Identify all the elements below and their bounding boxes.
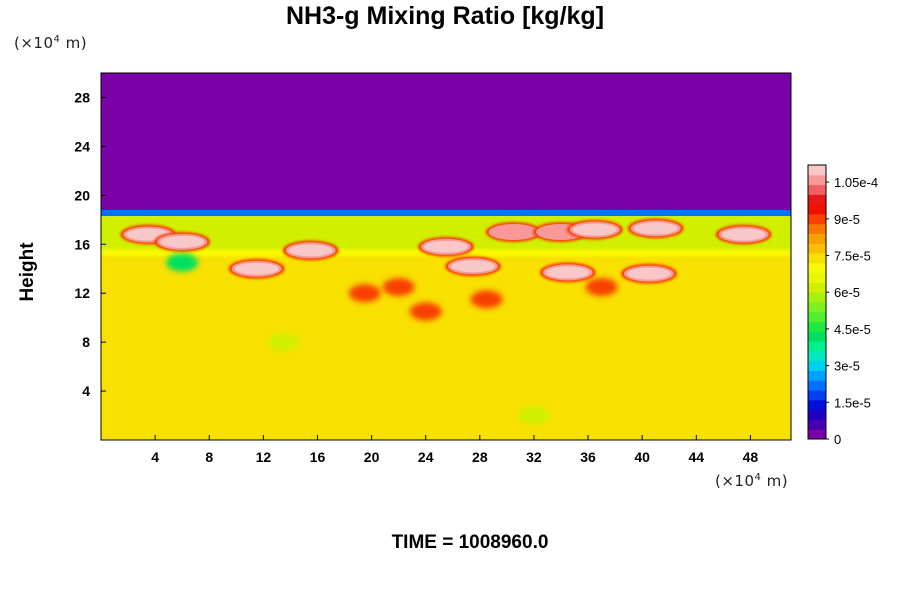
colorbar-segment [808, 243, 826, 254]
colorbar-segment [808, 390, 826, 401]
colorbar-segment [808, 253, 826, 264]
y-tick-label: 16 [74, 236, 90, 252]
colorbar-tick-label: 9e-5 [834, 212, 860, 227]
colorbar-segment [808, 370, 826, 381]
x-tick-label: 24 [418, 449, 434, 465]
y-tick-label: 24 [74, 138, 90, 154]
x-tick-label: 48 [743, 449, 759, 465]
field-feature [572, 223, 617, 236]
colorbar-segment [808, 311, 826, 323]
field-feature [491, 226, 536, 239]
x-tick-label: 16 [310, 449, 326, 465]
colorbar-segment [808, 194, 826, 205]
colorbar-segment [808, 399, 826, 411]
colorbar-segment [808, 341, 826, 352]
colorbar-tick-label: 3e-5 [834, 359, 860, 374]
colorbar-segment [808, 233, 826, 244]
colorbar-segment [808, 204, 826, 215]
field-feature [267, 333, 300, 352]
colorbar-tick-label: 6e-5 [834, 285, 860, 300]
x-tick-label: 12 [256, 449, 272, 465]
plot-frame [100, 72, 792, 441]
x-tick-label: 36 [580, 449, 596, 465]
x-unit-exponent: 4 [754, 472, 762, 483]
x-tick-label: 20 [364, 449, 380, 465]
colorbar-segment [808, 380, 826, 391]
y-unit-exponent: 4 [53, 34, 61, 45]
field-feature [288, 244, 333, 257]
field-feature [470, 290, 503, 309]
field-feature [626, 267, 671, 280]
colorbar-tick-label: 4.5e-5 [834, 322, 871, 337]
x-tick-label: 4 [151, 449, 159, 465]
field-feature [160, 235, 205, 248]
colorbar: 0 1.5e-5 3e-5 4.5e-5 6e-5 7.5e-5 9e-5 1.05e-4 [807, 164, 878, 447]
y-axis-unit: (×104 m) [14, 34, 87, 52]
field-feature [166, 253, 199, 272]
colorbar-frame [807, 164, 827, 440]
field-feature [517, 406, 550, 425]
colorbar-tick-label: 7.5e-5 [834, 249, 871, 264]
colorbar-segment [808, 331, 826, 342]
colorbar-segment [808, 302, 826, 313]
field-feature [451, 260, 496, 273]
field-feature [585, 278, 618, 297]
field-feature [721, 228, 766, 241]
x-axis-ticks: 4 8 12 16 20 24 28 32 36 40 44 48 [151, 435, 758, 465]
x-axis-unit: (×104 m) [715, 472, 788, 490]
x-unit-suffix: m) [761, 472, 789, 490]
field-feature [545, 266, 590, 279]
colorbar-segment [808, 429, 826, 440]
colorbar-segment [808, 272, 826, 283]
colorbar-segment [808, 223, 826, 234]
field-region-dark-blue-band [101, 210, 791, 217]
field-feature [633, 222, 678, 235]
heatmap-field [101, 73, 791, 440]
y-unit-suffix: m) [60, 34, 88, 52]
colorbar-segment [808, 213, 826, 225]
colorbar-segment [808, 165, 826, 176]
x-tick-label: 32 [526, 449, 542, 465]
colorbar-tick-label: 1.05e-4 [834, 175, 878, 190]
colorbar-segment [808, 409, 826, 420]
y-tick-label: 12 [74, 285, 90, 301]
colorbar-segment [808, 292, 826, 303]
colorbar-segment [808, 350, 826, 362]
field-region-stratosphere [101, 73, 791, 211]
x-unit-prefix: (×10 [715, 472, 755, 490]
colorbar-segment [808, 174, 826, 186]
field-feature [409, 302, 442, 321]
colorbar-tick-label: 0 [834, 432, 841, 447]
y-tick-label: 28 [74, 89, 90, 105]
y-unit-prefix: (×10 [14, 34, 54, 52]
colorbar-segment [808, 321, 826, 332]
y-tick-label: 4 [82, 383, 90, 399]
colorbar-tick-label: 1.5e-5 [834, 395, 871, 410]
y-tick-label: 20 [74, 187, 90, 203]
x-tick-label: 8 [205, 449, 213, 465]
colorbar-segment [808, 419, 826, 430]
x-tick-label: 40 [634, 449, 650, 465]
field-feature [234, 262, 279, 275]
y-tick-label: 8 [82, 334, 90, 350]
time-label: TIME = 1008960.0 [391, 532, 549, 553]
chart-title: NH3-g Mixing Ratio [kg/kg] [285, 2, 605, 30]
field-region-lower-layer [101, 254, 791, 440]
field-feature [424, 240, 468, 253]
x-tick-label: 28 [472, 449, 488, 465]
colorbar-segment [808, 360, 826, 371]
colorbar-segment [808, 282, 826, 293]
colorbar-segment [808, 184, 826, 195]
field-feature [348, 284, 381, 303]
x-tick-label: 44 [689, 449, 705, 465]
field-feature [382, 278, 415, 297]
y-axis-ticks: 4 8 12 16 20 24 28 [74, 89, 106, 399]
colorbar-segment [808, 262, 826, 274]
